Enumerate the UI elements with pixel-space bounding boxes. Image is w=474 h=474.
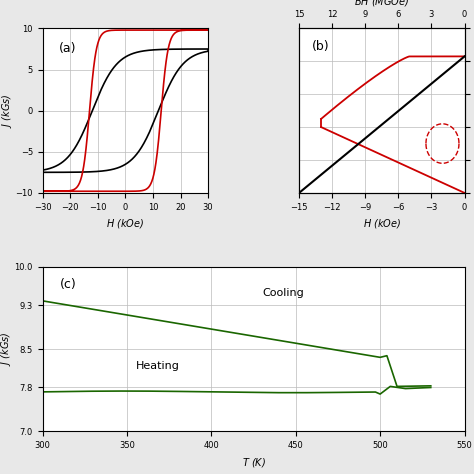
Text: (b): (b) [312,40,330,53]
X-axis label: $T$ (K): $T$ (K) [242,456,265,469]
X-axis label: $BH$ (MGOe): $BH$ (MGOe) [354,0,410,8]
Text: (c): (c) [60,278,76,292]
Y-axis label: $J$ (kGs): $J$ (kGs) [0,332,13,366]
Y-axis label: $J$ (kGs): $J$ (kGs) [0,93,14,128]
Text: (a): (a) [59,42,77,55]
X-axis label: $H$ (kOe): $H$ (kOe) [106,217,145,230]
Text: Cooling: Cooling [262,289,304,299]
Text: Heating: Heating [136,361,179,371]
X-axis label: $H$ (kOe): $H$ (kOe) [363,217,401,230]
